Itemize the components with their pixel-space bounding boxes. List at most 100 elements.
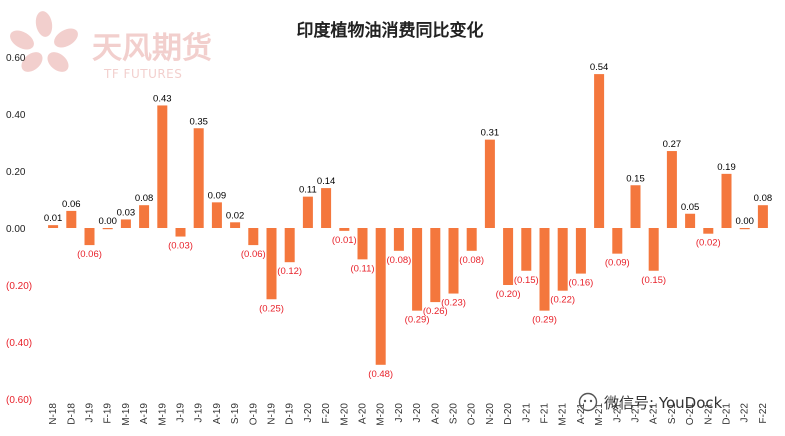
data-label: 0.14 xyxy=(317,176,336,187)
data-label: (0.03) xyxy=(168,241,193,252)
data-label: (0.06) xyxy=(241,249,266,260)
bar xyxy=(211,202,222,228)
bar xyxy=(302,196,313,228)
x-tick-label: O-19 xyxy=(248,403,259,426)
data-label: (0.06) xyxy=(77,249,102,260)
x-tick-label: D-20 xyxy=(503,403,514,425)
bar xyxy=(393,228,404,251)
data-label: 0.02 xyxy=(226,210,245,221)
bar xyxy=(612,228,623,254)
y-tick-label: (0.20) xyxy=(6,281,32,292)
x-tick-label: A-21 xyxy=(649,403,660,425)
x-tick-label: D-19 xyxy=(285,403,296,425)
x-tick-label: J-21 xyxy=(612,403,623,423)
data-label: 0.43 xyxy=(153,93,172,104)
bar xyxy=(594,74,605,228)
data-label: (0.26) xyxy=(423,306,448,317)
x-tick-label: M-19 xyxy=(157,403,168,426)
x-tick-label: A-20 xyxy=(358,403,369,425)
logo-watermark: 天风期货 TF FUTURES xyxy=(10,11,212,81)
data-label: (0.16) xyxy=(568,278,593,289)
x-tick-label: D-18 xyxy=(66,403,77,425)
data-label: 0.00 xyxy=(735,216,754,227)
y-tick-label: 0.60 xyxy=(6,53,26,64)
x-tick-label: O-20 xyxy=(467,403,478,426)
logo-english-text: TF FUTURES xyxy=(103,67,182,81)
bar xyxy=(666,151,677,228)
x-tick-label: N-18 xyxy=(48,403,59,425)
bar xyxy=(248,228,259,246)
data-label: 0.08 xyxy=(754,193,773,204)
y-tick-label: 0.40 xyxy=(6,110,26,121)
y-tick-label: (0.60) xyxy=(6,395,32,406)
x-tick-label: A-19 xyxy=(212,403,223,425)
bar xyxy=(357,228,368,260)
bar xyxy=(685,213,696,228)
data-label: (0.15) xyxy=(641,275,666,286)
data-label: (0.23) xyxy=(441,298,466,309)
bar xyxy=(193,128,204,228)
bar xyxy=(84,228,95,246)
bar xyxy=(412,228,423,311)
x-tick-label: J-21 xyxy=(521,403,532,423)
y-tick-label: 0.20 xyxy=(6,167,26,178)
data-label: (0.12) xyxy=(277,266,302,277)
y-tick-label: (0.40) xyxy=(6,338,32,349)
bar-series xyxy=(48,74,768,365)
x-tick-label: M-19 xyxy=(121,403,132,426)
bar xyxy=(230,222,241,228)
bar xyxy=(721,173,732,228)
bar xyxy=(703,228,714,234)
data-label: 0.01 xyxy=(44,213,63,224)
bar xyxy=(102,228,113,230)
x-tick-label: M-21 xyxy=(594,403,605,426)
bar xyxy=(284,228,295,263)
data-label: 0.35 xyxy=(189,116,208,127)
x-tick-label: O-21 xyxy=(685,403,696,426)
data-label: 0.54 xyxy=(590,62,609,73)
bar xyxy=(503,228,514,285)
x-tick-label: A-20 xyxy=(430,403,441,425)
data-label: (0.29) xyxy=(405,315,430,326)
x-tick-label: F-21 xyxy=(540,403,551,424)
x-axis: N-18 D-18 J-19 F-19 M-19 A-19 M-19 J-19 J-19 A-19… xyxy=(48,403,769,426)
x-tick-label: A-19 xyxy=(139,403,150,425)
x-tick-label: J-19 xyxy=(194,403,205,423)
data-label: 0.05 xyxy=(681,202,700,213)
wechat-watermark: 微信号: YouDock xyxy=(578,392,723,412)
bar xyxy=(539,228,550,311)
x-tick-label: S-20 xyxy=(449,403,460,425)
x-tick-label: F-22 xyxy=(758,403,769,424)
data-label: 0.00 xyxy=(98,216,117,227)
bar xyxy=(448,228,459,294)
x-tick-label: N-20 xyxy=(485,403,496,425)
logo-chinese-text: 天风期货 xyxy=(92,31,212,66)
wechat-id-text: 微信号: YouDock xyxy=(604,394,723,412)
chart-title: 印度植物油消费同比变化 xyxy=(297,20,484,41)
bar xyxy=(139,205,150,228)
bar xyxy=(339,228,350,231)
petal-logo-icon xyxy=(10,11,78,72)
bar xyxy=(739,228,750,230)
data-labels: 0.010.06(0.06)0.000.030.080.43(0.03)0.35… xyxy=(44,62,772,380)
bar xyxy=(157,105,168,228)
bar xyxy=(648,228,659,271)
data-label: 0.27 xyxy=(663,139,682,150)
x-tick-label: J-20 xyxy=(394,403,405,423)
data-label: 0.19 xyxy=(717,162,736,173)
x-tick-label: F-19 xyxy=(103,403,114,424)
y-axis: 0.60 0.40 0.20 0.00 (0.20) (0.40) (0.60) xyxy=(6,53,32,406)
data-label: 0.09 xyxy=(208,190,227,201)
data-label: (0.08) xyxy=(386,255,411,266)
bar xyxy=(375,228,386,365)
bar xyxy=(484,139,495,228)
x-tick-label: S-19 xyxy=(230,403,241,425)
x-tick-label: N-21 xyxy=(703,403,714,425)
x-tick-label: M-20 xyxy=(339,403,350,426)
data-label: (0.25) xyxy=(259,303,284,314)
x-tick-label: F-20 xyxy=(321,403,332,424)
x-tick-label: J-22 xyxy=(740,403,751,423)
bar xyxy=(575,228,586,274)
data-label: (0.01) xyxy=(332,235,357,246)
